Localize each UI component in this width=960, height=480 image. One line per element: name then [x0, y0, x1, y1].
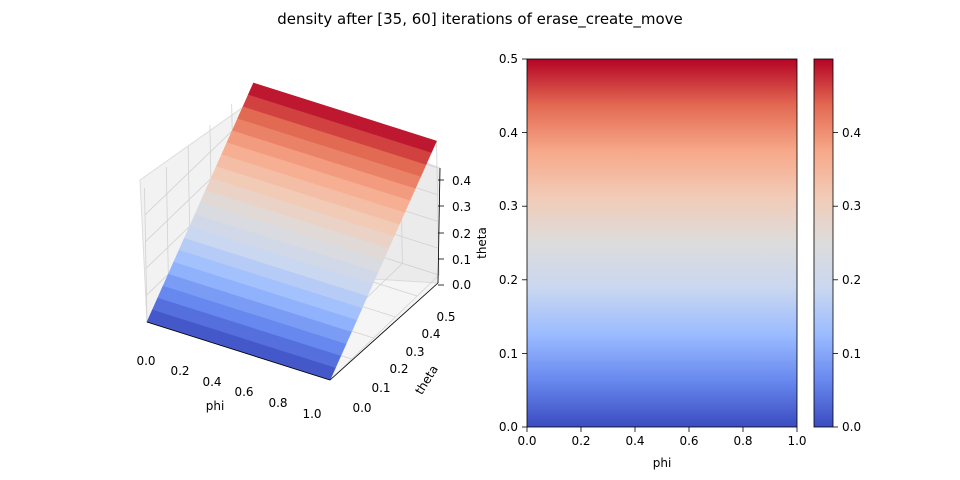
theta-axis-label: theta [475, 227, 489, 259]
phi-tick-label: 1.0 [787, 434, 806, 448]
density-axis-line [437, 167, 441, 284]
z-tick-label: 0.4 [452, 174, 471, 188]
colorbar-tick-label: 0.4 [842, 126, 861, 140]
phi-axis-line [146, 321, 331, 381]
heatmap-y-axis: 0.0 0.1 0.2 0.3 0.4 0.5 theta [475, 52, 518, 434]
theta-tick-label: 0.1 [499, 347, 518, 361]
theta-tick-label: 0.0 [352, 401, 371, 415]
phi-tick-label: 1.0 [302, 407, 321, 421]
grid-line [329, 274, 440, 381]
theta-tick-label: 0.4 [499, 126, 518, 140]
colorbar-tick-label: 0.0 [842, 420, 861, 434]
z-tick-label: 0.1 [452, 253, 471, 267]
theta-axis-line [329, 282, 439, 381]
surface-3d-plot: 0.0 0.2 0.4 0.6 0.8 1.0 phi 0.0 0.1 0.2 … [136, 82, 471, 421]
phi-tick-label: 0.4 [202, 375, 221, 389]
phi-tick-label: 0.2 [170, 364, 189, 378]
z-tick-label: 0.2 [452, 227, 471, 241]
colorbar-tick-label: 0.3 [842, 199, 861, 213]
phi-tick-label: 0.2 [571, 434, 590, 448]
colorbar-frame [813, 58, 834, 428]
theta-tick-label: 0.2 [499, 273, 518, 287]
colorbar: 0.0 0.1 0.2 0.3 0.4 [813, 58, 861, 434]
figure-title: density after [35, 60] iterations of era… [277, 10, 683, 29]
heatmap-x-axis: 0.0 0.2 0.4 0.6 0.8 1.0 phi [517, 434, 806, 470]
theta-tick-label: 0.3 [499, 199, 518, 213]
theta-tick-label: 0.2 [389, 362, 408, 376]
theta-tick-label: 0.4 [421, 327, 440, 341]
surface [146, 82, 437, 381]
heatmap-frame [526, 58, 798, 428]
phi-tick-label: 0.0 [517, 434, 536, 448]
z-tick-label: 0.0 [452, 278, 471, 292]
theta-tick-label: 0.3 [405, 345, 424, 359]
phi-tick-label: 0.6 [234, 385, 253, 399]
phi-tick-label: 0.8 [733, 434, 752, 448]
phi-tick-label: 0.4 [625, 434, 644, 448]
grid-line [144, 187, 148, 323]
phi-axis-label-3d: phi [206, 399, 225, 413]
colorbar-tick-label: 0.2 [842, 273, 861, 287]
phi-axis-3d: 0.0 0.2 0.4 0.6 0.8 1.0 phi [136, 321, 331, 421]
heatmap-plot: 0.0 0.1 0.2 0.3 0.4 0.5 theta 0.0 0.2 0.… [475, 52, 807, 470]
heatmap-image [527, 59, 797, 427]
theta-tick-label: 0.0 [499, 420, 518, 434]
phi-axis-label: phi [653, 456, 672, 470]
theta-tick-label: 0.1 [371, 381, 390, 395]
colorbar-tick-marks [833, 132, 838, 428]
theta-axis-label-3d: theta [412, 363, 441, 397]
colorbar-tick-label: 0.1 [842, 347, 861, 361]
theta-tick-label: 0.5 [436, 310, 455, 324]
density-axis-3d: 0.0 0.1 0.2 0.3 0.4 [437, 167, 471, 292]
phi-tick-label: 0.6 [679, 434, 698, 448]
heatmap-tick-marks [522, 58, 798, 432]
phi-tick-label: 0.8 [268, 396, 287, 410]
phi-tick-label: 0.0 [136, 354, 155, 368]
theta-tick-label: 0.5 [499, 52, 518, 66]
z-tick-label: 0.3 [452, 200, 471, 214]
colorbar-gradient [814, 59, 833, 427]
